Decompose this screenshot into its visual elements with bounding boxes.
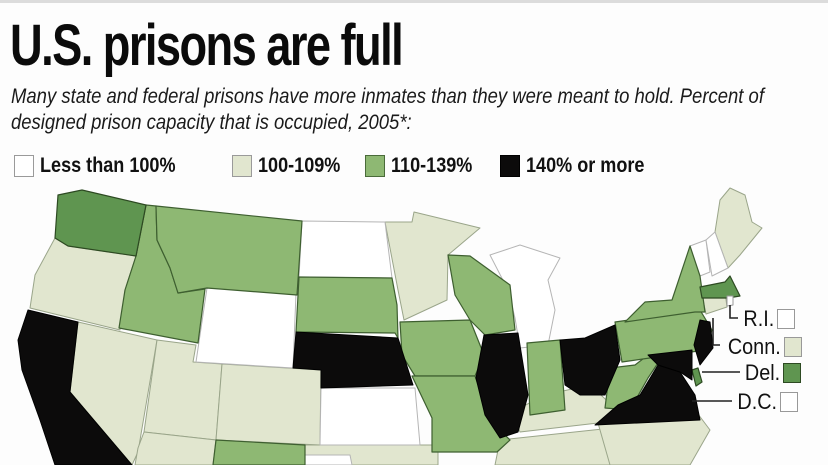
callout-label: R.I. [743,306,775,331]
state-kansas [319,387,421,446]
legend-label: 100-109% [257,154,340,177]
subtitle: Many state and federal prisons have more… [11,85,764,134]
page-title: U.S. prisons are full [10,13,404,78]
state-west-virginia [604,354,661,411]
state-rhode-island [726,295,734,307]
state-wyoming [195,287,297,369]
top-border [0,0,828,3]
callout-label: Del. [744,360,781,385]
state-maine [714,187,763,269]
state-colorado [215,363,322,446]
state-tennessee [494,427,621,465]
callout-swatch [777,309,796,329]
callout-dc: D.C. [733,389,798,415]
state-wisconsin [447,254,516,336]
callout-label: Conn. [727,334,781,359]
state-delaware [691,367,703,387]
state-indiana [526,339,566,416]
state-maryland [647,349,693,381]
legend-label: 140% or more [525,154,645,177]
callout-ri: R.I. [740,306,796,332]
legend-swatch [14,155,34,177]
legend-swatch [231,155,252,177]
legend-item-100-109: 100-109% [231,154,354,178]
legend-item-110-139: 110-139% [365,154,486,178]
state-new-mexico [212,439,306,465]
legend-swatch [365,155,386,177]
state-illinois [475,332,529,439]
us-map [17,187,763,465]
callout-line-conn [712,318,720,346]
state-new-york [624,245,706,323]
state-nebraska [292,331,414,389]
legend: Less than 100% 100-109% 110-139% 140% or… [14,150,684,182]
callout-line-ri [729,305,738,319]
callout-label: D.C. [737,389,777,414]
callout-swatch [780,392,798,412]
state-texas [304,454,353,465]
legend-label: Less than 100% [40,154,176,177]
state-arizona [134,431,217,465]
state-north-dakota [298,220,393,279]
state-washington [54,189,147,257]
state-new-hampshire [705,231,729,277]
legend-label: 110-139% [391,154,473,177]
state-new-jersey [693,319,714,366]
legend-swatch [499,155,520,177]
state-south-dakota [295,276,399,339]
legend-item-140-plus: 140% or more [499,154,664,178]
state-iowa [399,319,485,377]
state-massachusetts [699,275,741,299]
callout-swatch [783,363,802,383]
callout-conn: Conn. [722,334,802,360]
callout-swatch [783,337,802,357]
callout-del: Del. [741,360,802,386]
legend-item-less-than-100: Less than 100% [14,154,198,178]
state-ohio [559,324,621,396]
state-montana [155,205,303,296]
state-california [17,309,133,465]
